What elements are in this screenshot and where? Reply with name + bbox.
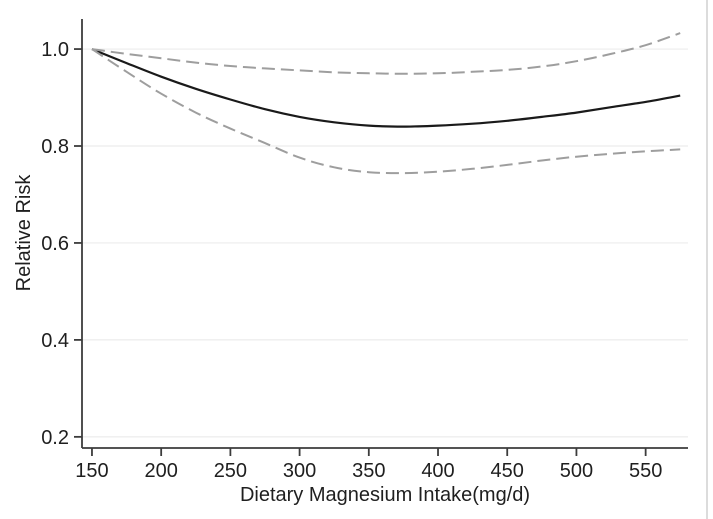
upper-confidence-limit-line xyxy=(91,32,681,75)
x-tick-label: 150 xyxy=(75,460,108,482)
x-tick-label: 400 xyxy=(421,460,454,482)
x-tick-label: 300 xyxy=(283,460,316,482)
y-tick-label: 1.0 xyxy=(41,39,69,61)
image-right-border xyxy=(706,0,708,519)
tick-labels-layer: 0.2 0.4 0.6 0.8 1.0 150 200 250 300 350 400 450 500 5… xyxy=(41,39,662,482)
y-axis-title: Relative Risk xyxy=(13,174,35,292)
series-layer xyxy=(91,32,681,175)
x-axis-title: Dietary Magnesium Intake(mg/d) xyxy=(240,484,530,506)
x-tick-label: 200 xyxy=(144,460,177,482)
gridlines-layer xyxy=(82,48,688,438)
y-tick-label: 0.6 xyxy=(41,233,69,255)
lower-confidence-limit-line xyxy=(91,48,681,175)
x-tick-label: 250 xyxy=(214,460,247,482)
x-tick-label: 350 xyxy=(352,460,385,482)
x-tick-label: 500 xyxy=(560,460,593,482)
axes-layer xyxy=(74,19,688,456)
y-tick-label: 0.4 xyxy=(41,330,69,352)
y-tick-label: 0.2 xyxy=(41,427,69,449)
x-tick-label: 450 xyxy=(491,460,524,482)
y-tick-label: 0.8 xyxy=(41,136,69,158)
relative-risk-line xyxy=(91,48,681,128)
x-tick-label: 550 xyxy=(629,460,662,482)
